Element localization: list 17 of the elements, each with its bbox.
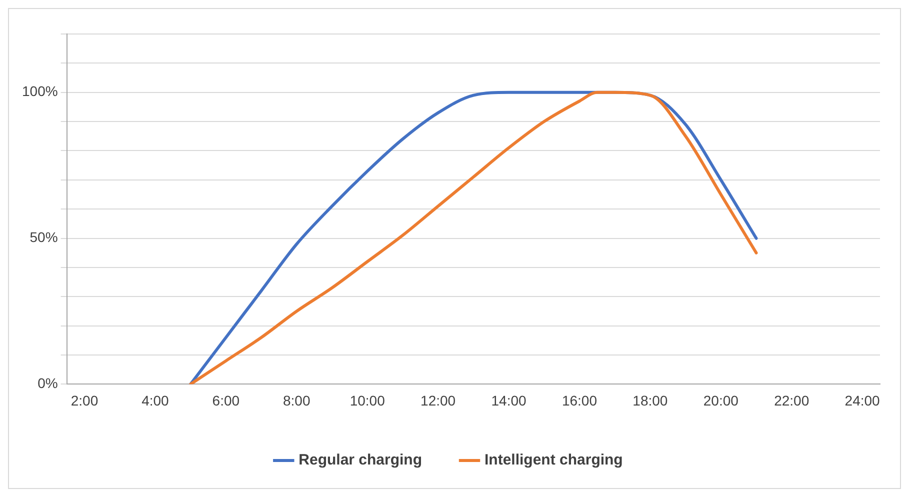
x-tick-label: 12:00 xyxy=(420,392,456,408)
x-tick-label: 16:00 xyxy=(562,392,598,408)
y-tick-label: 100% xyxy=(22,83,58,100)
x-tick-label: 6:00 xyxy=(212,392,240,408)
legend-label: Intelligent charging xyxy=(484,452,623,469)
legend-label: Regular charging xyxy=(298,452,422,469)
x-tick-label: 8:00 xyxy=(282,392,310,408)
x-tick-label: 4:00 xyxy=(142,392,170,408)
x-tick-label: 22:00 xyxy=(774,392,810,408)
x-tick-label: 20:00 xyxy=(703,392,739,408)
x-tick-label: 24:00 xyxy=(844,392,880,408)
x-tick-label: 14:00 xyxy=(491,392,526,408)
x-tick-label: 18:00 xyxy=(632,392,668,408)
x-tick-label: 2:00 xyxy=(70,392,98,408)
y-tick-label: 0% xyxy=(38,375,58,392)
y-tick-label: 50% xyxy=(30,229,58,246)
x-tick-label: 10:00 xyxy=(350,392,386,408)
